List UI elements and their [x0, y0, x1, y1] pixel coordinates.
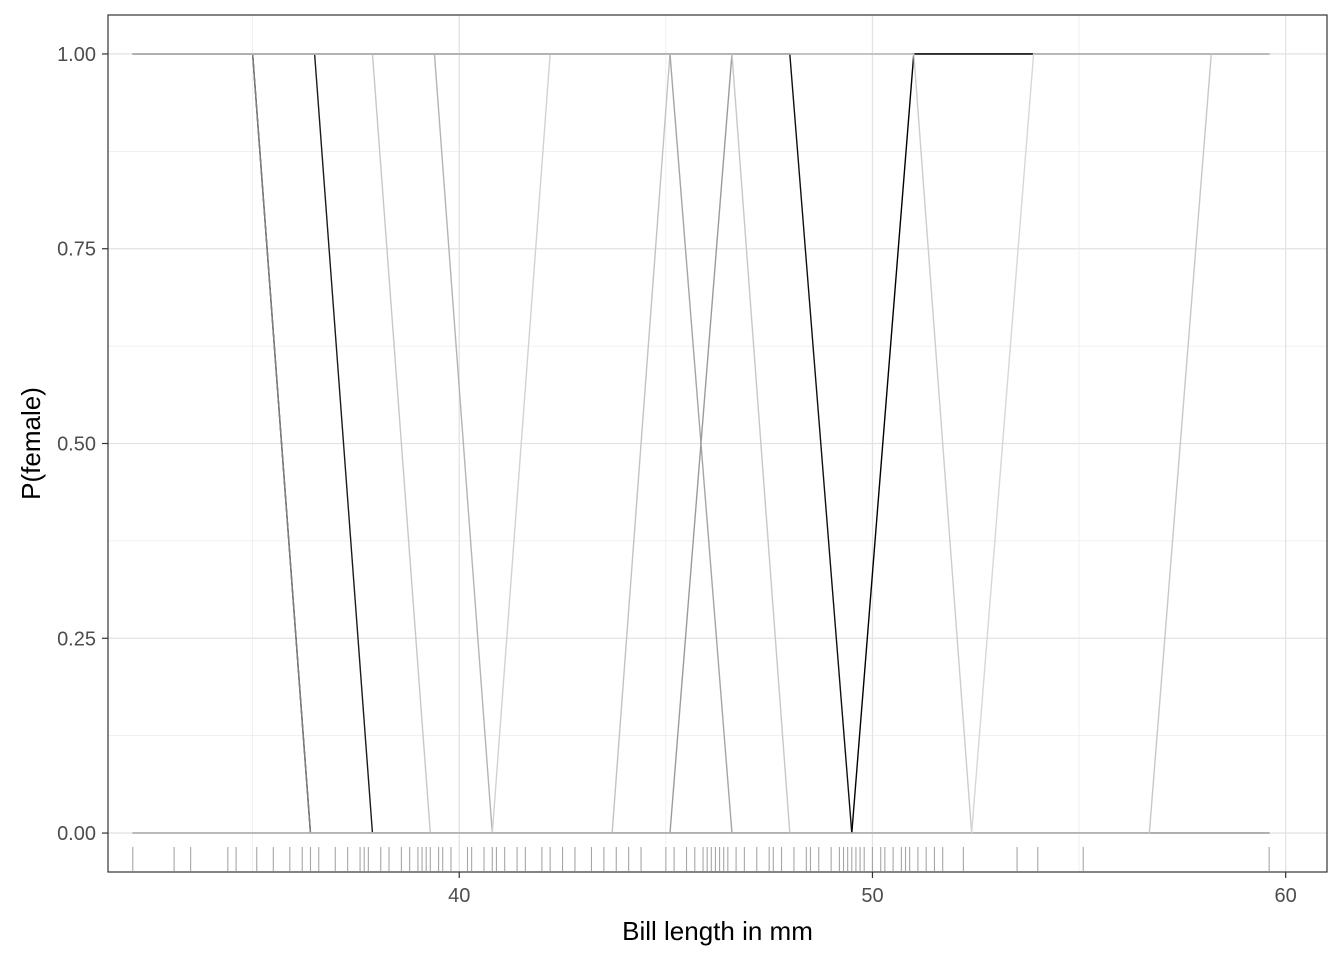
x-tick-label: 50	[861, 885, 883, 907]
series-line-16	[132, 53, 1270, 834]
y-axis-title: P(female)	[16, 387, 46, 500]
rug-marks	[132, 847, 1270, 871]
y-tick-label: 0.25	[57, 628, 96, 650]
y-tick-label: 1.00	[57, 44, 96, 66]
y-tick-label: 0.50	[57, 434, 96, 456]
y-axis-ticks: 0.00 0.25 0.50 0.75 1.00	[57, 44, 108, 845]
series-lines	[132, 53, 1270, 834]
x-axis-title: Bill length in mm	[622, 916, 813, 946]
x-tick-label: 60	[1275, 885, 1297, 907]
x-tick-label: 40	[448, 885, 470, 907]
x-axis-ticks: 40 50 60	[448, 872, 1297, 907]
y-tick-label: 0.00	[57, 823, 96, 845]
y-tick-label: 0.75	[57, 239, 96, 261]
